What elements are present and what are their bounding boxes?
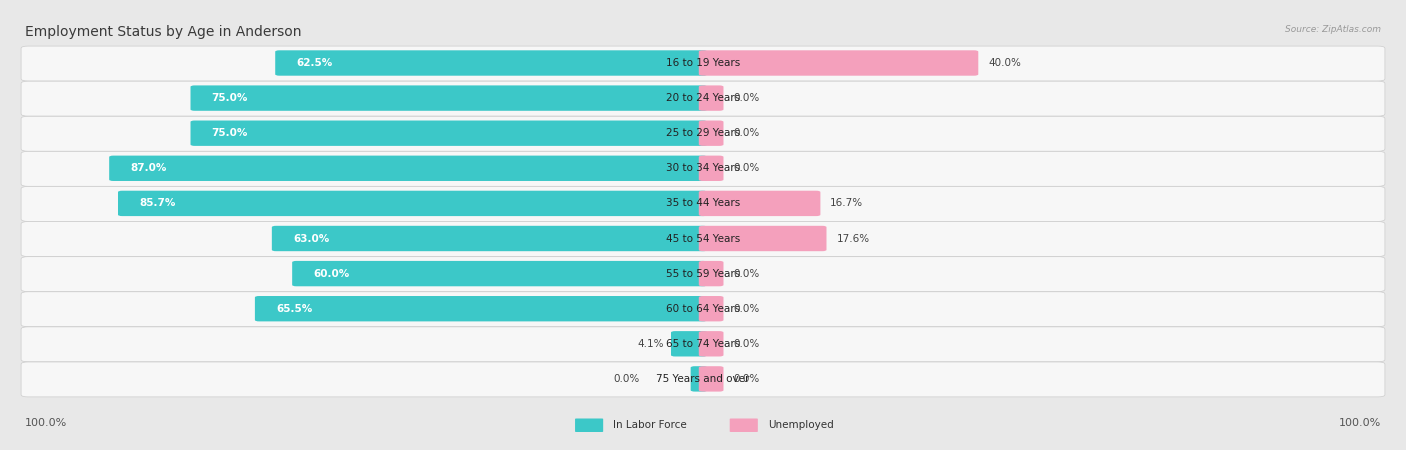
FancyBboxPatch shape xyxy=(21,256,1385,292)
Text: 0.0%: 0.0% xyxy=(734,163,759,173)
Text: 4.1%: 4.1% xyxy=(637,339,664,349)
FancyBboxPatch shape xyxy=(292,261,707,286)
Text: 45 to 54 Years: 45 to 54 Years xyxy=(666,234,740,243)
FancyBboxPatch shape xyxy=(699,50,979,76)
FancyBboxPatch shape xyxy=(699,156,724,181)
Text: 62.5%: 62.5% xyxy=(297,58,333,68)
FancyBboxPatch shape xyxy=(699,121,724,146)
Text: 40.0%: 40.0% xyxy=(988,58,1021,68)
Text: 0.0%: 0.0% xyxy=(734,128,759,138)
FancyBboxPatch shape xyxy=(118,191,707,216)
Text: 60.0%: 60.0% xyxy=(314,269,350,279)
FancyBboxPatch shape xyxy=(699,191,820,216)
FancyBboxPatch shape xyxy=(21,46,1385,81)
Text: Source: ZipAtlas.com: Source: ZipAtlas.com xyxy=(1285,25,1381,34)
Text: 0.0%: 0.0% xyxy=(734,269,759,279)
Text: 65.5%: 65.5% xyxy=(276,304,312,314)
Text: In Labor Force: In Labor Force xyxy=(613,420,686,430)
FancyBboxPatch shape xyxy=(699,296,724,321)
Text: 100.0%: 100.0% xyxy=(1339,418,1381,428)
FancyBboxPatch shape xyxy=(575,418,603,432)
Text: 0.0%: 0.0% xyxy=(613,374,640,384)
FancyBboxPatch shape xyxy=(191,86,707,111)
FancyBboxPatch shape xyxy=(699,226,827,251)
FancyBboxPatch shape xyxy=(21,186,1385,221)
Text: 75 Years and over: 75 Years and over xyxy=(657,374,749,384)
Text: 20 to 24 Years: 20 to 24 Years xyxy=(666,93,740,103)
FancyBboxPatch shape xyxy=(21,362,1385,397)
Text: 60 to 64 Years: 60 to 64 Years xyxy=(666,304,740,314)
FancyBboxPatch shape xyxy=(254,296,707,321)
FancyBboxPatch shape xyxy=(271,226,707,251)
FancyBboxPatch shape xyxy=(21,327,1385,362)
FancyBboxPatch shape xyxy=(21,221,1385,256)
FancyBboxPatch shape xyxy=(21,116,1385,151)
Text: 16.7%: 16.7% xyxy=(830,198,863,208)
Text: 0.0%: 0.0% xyxy=(734,339,759,349)
Text: 25 to 29 Years: 25 to 29 Years xyxy=(666,128,740,138)
Text: 63.0%: 63.0% xyxy=(292,234,329,243)
Text: 65 to 74 Years: 65 to 74 Years xyxy=(666,339,740,349)
FancyBboxPatch shape xyxy=(191,121,707,146)
Text: 0.0%: 0.0% xyxy=(734,374,759,384)
FancyBboxPatch shape xyxy=(276,50,707,76)
Text: 35 to 44 Years: 35 to 44 Years xyxy=(666,198,740,208)
Text: 16 to 19 Years: 16 to 19 Years xyxy=(666,58,740,68)
Text: 75.0%: 75.0% xyxy=(212,128,247,138)
Text: Employment Status by Age in Anderson: Employment Status by Age in Anderson xyxy=(25,25,302,39)
FancyBboxPatch shape xyxy=(671,331,707,356)
FancyBboxPatch shape xyxy=(110,156,707,181)
Text: 87.0%: 87.0% xyxy=(131,163,167,173)
FancyBboxPatch shape xyxy=(699,331,724,356)
FancyBboxPatch shape xyxy=(699,261,724,286)
FancyBboxPatch shape xyxy=(21,151,1385,186)
FancyBboxPatch shape xyxy=(690,366,707,392)
FancyBboxPatch shape xyxy=(21,292,1385,327)
FancyBboxPatch shape xyxy=(730,418,758,432)
Text: 30 to 34 Years: 30 to 34 Years xyxy=(666,163,740,173)
Text: 100.0%: 100.0% xyxy=(25,418,67,428)
Text: Unemployed: Unemployed xyxy=(768,420,834,430)
Text: 75.0%: 75.0% xyxy=(212,93,247,103)
Text: 55 to 59 Years: 55 to 59 Years xyxy=(666,269,740,279)
FancyBboxPatch shape xyxy=(699,86,724,111)
Text: 0.0%: 0.0% xyxy=(734,93,759,103)
FancyBboxPatch shape xyxy=(699,366,724,392)
Text: 17.6%: 17.6% xyxy=(837,234,869,243)
Text: 0.0%: 0.0% xyxy=(734,304,759,314)
FancyBboxPatch shape xyxy=(21,81,1385,116)
Text: 85.7%: 85.7% xyxy=(139,198,176,208)
